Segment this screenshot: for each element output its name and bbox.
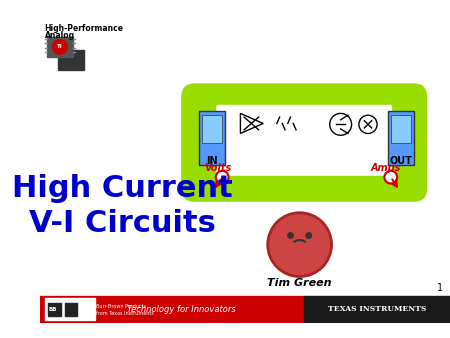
- Text: TI: TI: [57, 44, 63, 49]
- Text: from Texas Instruments: from Texas Instruments: [96, 311, 154, 316]
- Polygon shape: [240, 114, 263, 134]
- Text: TEXAS INSTRUMENTS: TEXAS INSTRUMENTS: [328, 305, 426, 313]
- Text: High-Performance: High-Performance: [45, 24, 123, 33]
- Text: Burr-Brown Products: Burr-Brown Products: [96, 304, 147, 309]
- Bar: [58, 50, 84, 70]
- Text: Analog: Analog: [45, 31, 75, 41]
- Bar: [388, 111, 414, 165]
- Circle shape: [216, 171, 229, 184]
- Circle shape: [306, 233, 311, 238]
- Circle shape: [53, 40, 68, 54]
- FancyBboxPatch shape: [181, 83, 427, 202]
- Bar: [391, 115, 411, 143]
- Text: Volts: Volts: [204, 163, 231, 173]
- Text: Tim Green: Tim Green: [267, 278, 332, 288]
- Circle shape: [268, 213, 332, 276]
- Bar: [64, 303, 77, 316]
- Circle shape: [359, 115, 377, 134]
- Bar: [304, 296, 450, 323]
- Circle shape: [330, 114, 351, 135]
- Bar: [199, 111, 225, 165]
- Text: OUT: OUT: [389, 156, 412, 166]
- Text: IN: IN: [207, 156, 218, 166]
- Bar: [40, 296, 304, 323]
- Text: 1: 1: [436, 283, 443, 293]
- Circle shape: [384, 171, 397, 184]
- Bar: [45, 298, 94, 320]
- FancyBboxPatch shape: [215, 103, 393, 177]
- Bar: [48, 303, 61, 316]
- Text: Amps: Amps: [371, 163, 401, 173]
- Text: BB: BB: [49, 307, 57, 312]
- Text: High Current
V-I Circuits: High Current V-I Circuits: [12, 173, 232, 238]
- Circle shape: [288, 233, 293, 238]
- Text: Technology for Innovators: Technology for Innovators: [127, 305, 235, 314]
- Bar: [202, 115, 222, 143]
- Bar: [47, 37, 73, 57]
